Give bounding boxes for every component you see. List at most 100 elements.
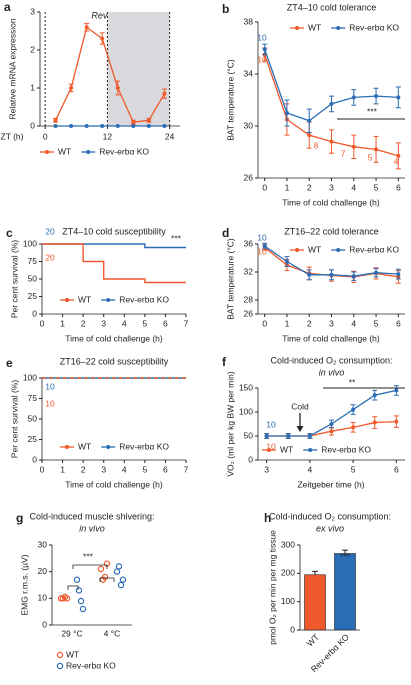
legend-marker (336, 248, 341, 252)
data-point (351, 274, 356, 279)
y-tick-label: 36 (244, 238, 254, 248)
y-tick-label: 25 (28, 291, 38, 301)
data-point (372, 393, 377, 398)
y-tick-label: 100 (23, 238, 37, 248)
y-tick-label: 34 (244, 68, 254, 78)
legend-marker (86, 150, 91, 154)
data-point (307, 133, 312, 138)
annotation: *** (367, 106, 378, 116)
x-tick-label: WT (305, 632, 321, 648)
y-tick-label: 38 (244, 16, 254, 26)
legend-label: WT (308, 22, 321, 32)
x-tick-label: 2 (81, 464, 86, 474)
x-tick-label: 6 (394, 464, 399, 474)
x-axis-label: Time of cold challenge (h) (65, 479, 163, 489)
legend-marker (56, 662, 64, 670)
x-tick-label: 6 (396, 318, 401, 328)
x-tick-label: 12 (103, 131, 113, 141)
x-tick-label: 1 (60, 318, 65, 328)
y-tick-label: 50 (28, 273, 38, 283)
data-point (286, 434, 291, 438)
legend-label: Rev-erbα KO (349, 22, 399, 32)
legend-label: WT (280, 444, 293, 454)
legend-label: Rev-erbα KO (99, 146, 149, 156)
data-point (307, 118, 312, 123)
survival-line (42, 243, 186, 249)
bracket (72, 564, 108, 569)
x-tick-label: 24 (165, 131, 175, 141)
x-tick-label: 4 (308, 464, 313, 474)
error-bar (312, 570, 318, 575)
y-tick-label: 0 (248, 454, 253, 464)
bar (334, 553, 356, 631)
y-tick-label: 3 (30, 6, 35, 16)
annotation: 5 (368, 152, 373, 162)
y-tick-label: 2 (30, 44, 35, 54)
data-point (53, 118, 58, 123)
annotation: Cold (291, 401, 309, 411)
data-point (75, 587, 83, 594)
data-point (69, 86, 74, 90)
panel-label: a (4, 0, 11, 14)
legend-label: WT (78, 294, 91, 304)
x-tick-label: 4 (351, 182, 356, 192)
bracket (67, 585, 79, 590)
data-point (351, 407, 356, 412)
annotation: *** (171, 233, 182, 243)
x-tick-label: 4 (122, 318, 127, 328)
y-tick-label: 30 (38, 539, 48, 549)
x-tick-label: 5 (351, 464, 356, 474)
annotation: 20 (45, 226, 55, 236)
x-tick-label: 4 °C (104, 628, 121, 638)
annotation: *** (340, 551, 351, 561)
y-tick-label: 150 (239, 382, 253, 392)
chart-title: ZT4–10 cold tolerance (287, 2, 377, 12)
data-point (162, 91, 167, 96)
data-point (146, 124, 151, 128)
y-tick-label: 100 (23, 372, 37, 382)
data-point (100, 36, 105, 41)
chart-subtitle: in vivo (319, 367, 345, 377)
y-axis-label: BAT temperature (°C) (225, 59, 235, 141)
chart-title: ZT16–22 cold susceptibility (60, 356, 169, 366)
data-point (117, 581, 125, 589)
y-tick-label: 75 (28, 256, 38, 266)
data-point (351, 425, 356, 430)
y-tick-label: 1 (30, 82, 35, 92)
x-tick-label: 6 (163, 318, 168, 328)
legend-label: WT (78, 441, 91, 451)
legend-marker (65, 298, 69, 302)
y-tick-label: 28 (244, 294, 254, 304)
data-point (53, 124, 58, 128)
data-point (84, 124, 89, 128)
annotation: 7 (341, 148, 346, 158)
chart-title: ZT16–22 cold tolerance (284, 226, 379, 236)
data-point (113, 568, 121, 575)
y-tick-label: 0 (290, 624, 295, 634)
annotation: 20 (45, 252, 55, 262)
x-tick-label: 4 (351, 318, 356, 328)
x-tick-label: 0 (262, 318, 267, 328)
chart-subtitle: in vivo (79, 523, 105, 533)
panel-label: d (222, 226, 229, 240)
arrow-head (296, 426, 304, 432)
data-point (396, 153, 401, 158)
x-tick-label: 7 (184, 464, 189, 474)
annotation: 10 (257, 246, 267, 256)
y-axis-label: V̇O₂ (ml per kg BW per min) (225, 371, 235, 476)
x-tick-label: 6 (163, 464, 168, 474)
data-point (146, 118, 151, 123)
panel-label: b (222, 2, 229, 16)
data-point (396, 95, 401, 100)
y-axis-label: pmol O₂ per min per mg tissue (267, 530, 277, 645)
bracket (99, 577, 115, 582)
y-tick-label: 26 (244, 172, 254, 182)
data-point (84, 25, 89, 30)
shaded-region (107, 12, 170, 126)
x-tick-label: 1 (60, 464, 65, 474)
data-point (284, 259, 289, 264)
y-axis-label: Per cent survival (%) (9, 380, 19, 459)
annotation: ** (349, 377, 356, 387)
legend-marker (106, 298, 111, 302)
legend-marker (65, 445, 69, 449)
